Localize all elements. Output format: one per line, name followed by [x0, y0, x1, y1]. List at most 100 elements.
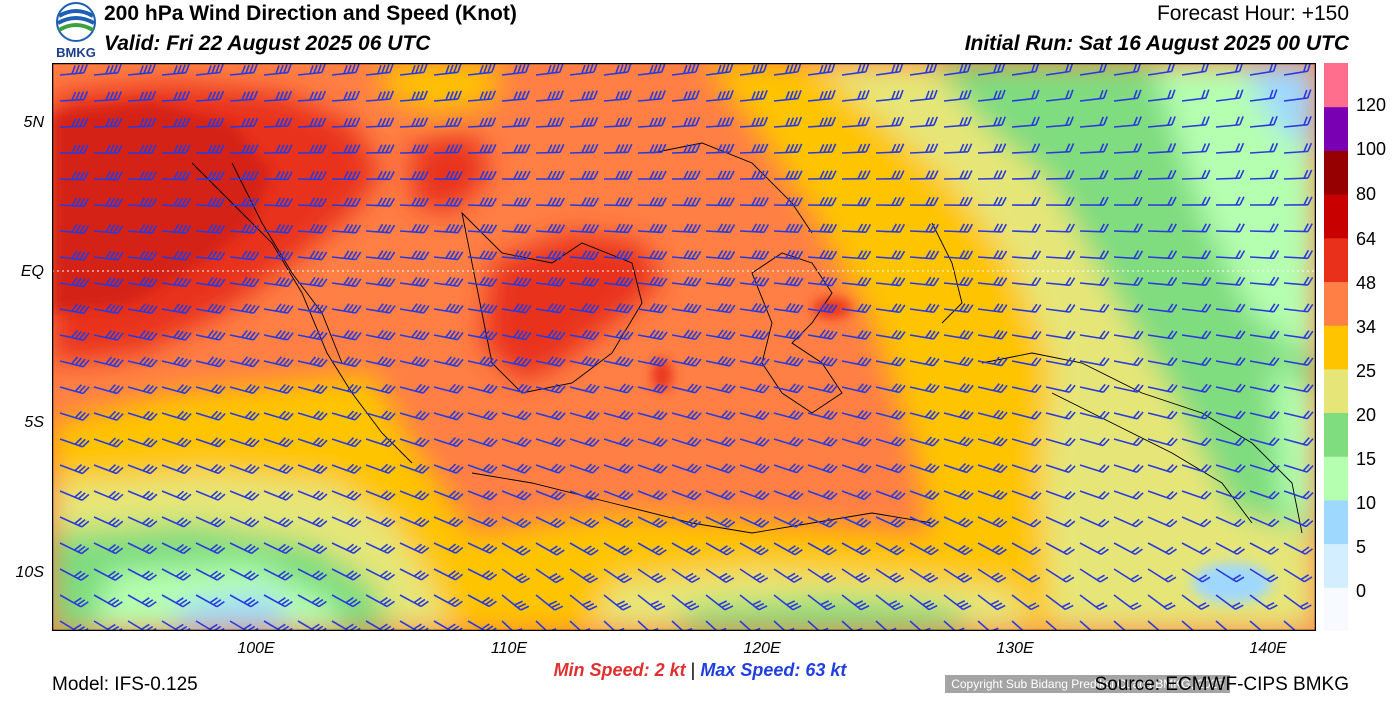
wind-barb: [943, 436, 974, 447]
wind-barb: [875, 250, 906, 260]
wind-barb: [297, 197, 328, 207]
colorbar-swatch: [1324, 325, 1348, 370]
wind-barb: [909, 63, 938, 76]
map-canvas: [51, 62, 1317, 632]
wind-barb: [467, 223, 498, 234]
wind-barb: [1249, 410, 1280, 420]
wind-barb: [93, 197, 124, 208]
wind-barb: [1113, 594, 1142, 611]
wind-barb: [977, 63, 1006, 76]
wind-barb: [909, 223, 940, 233]
wind-barb: [1249, 196, 1279, 206]
wind-barb: [1079, 223, 1109, 233]
wind-barb: [909, 89, 938, 102]
wind-barb: [263, 329, 294, 341]
wind-barb: [59, 224, 90, 234]
wind-barb: [705, 302, 736, 314]
wind-barb: [1215, 169, 1245, 180]
wind-barb: [229, 437, 260, 448]
wind-barb: [535, 463, 566, 474]
wind-barb: [467, 276, 498, 287]
colorbar-label-20: 20: [1356, 405, 1377, 425]
wind-barb: [297, 303, 328, 314]
wind-barb: [1181, 250, 1212, 260]
wind-barb: [1283, 383, 1314, 393]
wind-barb: [195, 410, 226, 421]
wind-barb: [773, 329, 804, 340]
wind-barb: [195, 490, 226, 501]
wind-barb: [365, 197, 396, 207]
wind-barb: [637, 303, 668, 314]
wind-barb: [705, 490, 736, 501]
wind-barb: [535, 143, 565, 154]
wind-barb: [297, 542, 328, 554]
wind-barb: [297, 90, 327, 102]
wind-barb: [807, 63, 836, 76]
wind-barb: [671, 63, 700, 76]
wind-barb: [841, 463, 872, 474]
wind-barb: [569, 410, 600, 421]
wind-barb: [1147, 169, 1177, 180]
wind-barb: [365, 117, 395, 128]
wind-barb: [467, 410, 498, 421]
wind-barb: [1283, 620, 1308, 631]
wind-barb: [773, 249, 804, 260]
wind-barb: [195, 250, 226, 261]
wind-barb: [739, 196, 769, 207]
wind-barb: [331, 117, 361, 128]
wind-barb: [1181, 142, 1211, 154]
wind-barb: [161, 516, 192, 528]
wind-barb: [1249, 303, 1280, 313]
wind-barb: [535, 594, 564, 611]
wind-barb: [161, 64, 190, 76]
wind-barb: [671, 383, 702, 394]
wind-barb: [841, 516, 872, 528]
wind-barb: [1045, 437, 1076, 447]
wind-barb: [1011, 170, 1041, 180]
wind-barb: [365, 356, 396, 368]
wind-barb: [93, 144, 123, 154]
wind-barb: [1249, 330, 1280, 340]
wind-barb: [1147, 63, 1176, 76]
wind-barb: [1181, 169, 1211, 180]
wind-barb: [535, 329, 566, 341]
wind-barb: [909, 329, 940, 340]
wind-barb: [671, 143, 701, 154]
wind-barb: [807, 329, 838, 340]
wind-barb: [943, 356, 974, 367]
wind-barb: [671, 197, 701, 207]
wind-barb: [1011, 490, 1042, 500]
wind-barb: [909, 383, 940, 394]
wind-barb: [1045, 276, 1076, 287]
wind-barb: [1113, 410, 1144, 420]
wind-barb: [569, 329, 600, 341]
colorbar-swatch: [1324, 194, 1348, 239]
wind-barb: [365, 90, 395, 102]
wind-barb: [1181, 490, 1212, 500]
wind-barb: [739, 542, 769, 556]
wind-barb: [1249, 542, 1279, 555]
wind-barb: [161, 276, 192, 288]
wind-barb: [1079, 303, 1110, 313]
wind-barb: [807, 516, 838, 528]
wind-barb: [773, 302, 804, 314]
wind-barb: [1045, 410, 1076, 420]
wind-barb: [433, 383, 464, 394]
data-source: Source: ECMWF-CIPS BMKG: [1094, 674, 1349, 695]
wind-barb: [263, 197, 294, 207]
wind-barb: [1249, 463, 1280, 473]
wind-barb: [1079, 357, 1110, 367]
wind-barb: [773, 355, 804, 367]
wind-barb: [399, 490, 430, 501]
wind-barb: [399, 276, 430, 287]
wind-barb: [127, 384, 158, 395]
lat-label-eq: EQ: [20, 263, 44, 280]
wind-barb: [603, 490, 634, 501]
wind-barb: [773, 143, 803, 154]
wind-barb: [841, 383, 872, 394]
wind-barb: [603, 542, 633, 556]
wind-barb: [195, 90, 225, 102]
wind-barb: [1181, 594, 1210, 610]
colorbar-label-100: 100: [1356, 139, 1387, 159]
wind-barb: [161, 303, 192, 315]
